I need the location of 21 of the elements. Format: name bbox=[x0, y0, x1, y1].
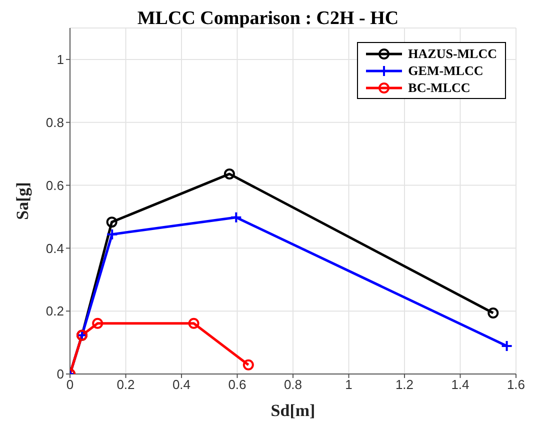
x-tick-label: 1.6 bbox=[506, 377, 526, 392]
x-tick-label: 1.4 bbox=[451, 377, 470, 392]
y-tick-label: 0.4 bbox=[46, 240, 64, 256]
y-tick-label: 0.2 bbox=[46, 304, 64, 319]
legend-label: BC-MLCC bbox=[407, 79, 472, 96]
x-tick-label: 1 bbox=[345, 377, 352, 392]
x-tick-label: 0.4 bbox=[172, 377, 191, 392]
chart-title: MLCC Comparison : C2H - HC bbox=[136, 8, 400, 30]
y-tick-label: 0.8 bbox=[46, 114, 64, 130]
x-tick-label: 0.2 bbox=[116, 377, 135, 392]
legend-label: GEM-MLCC bbox=[407, 62, 484, 79]
y-tick-label: 0.6 bbox=[46, 178, 64, 193]
x-tick-label: 0.6 bbox=[228, 377, 246, 392]
x-tick-label: 0 bbox=[66, 377, 74, 392]
y-tick-label: 1 bbox=[56, 52, 64, 68]
x-tick-label: 1.2 bbox=[395, 377, 414, 392]
x-axis-title: Sd[m] bbox=[270, 401, 316, 420]
y-tick-label: 0 bbox=[56, 366, 64, 382]
y-axis-title: Sa[g] bbox=[13, 182, 32, 220]
x-tick-label: 0.8 bbox=[284, 377, 302, 392]
legend-label: HAZUS-MLCC bbox=[407, 45, 497, 62]
